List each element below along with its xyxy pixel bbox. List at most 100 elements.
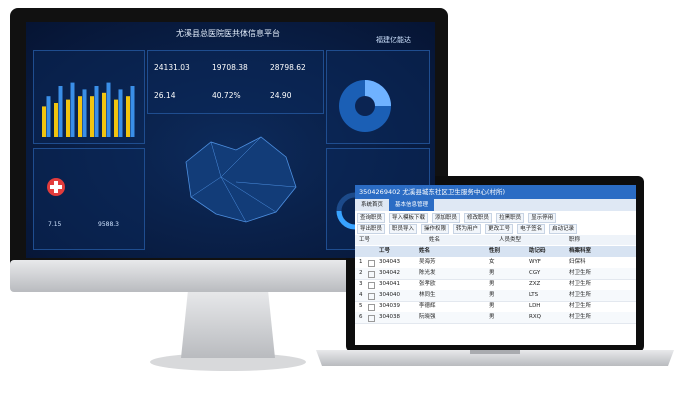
table-cell: 304041	[379, 281, 400, 287]
bar	[78, 96, 82, 137]
bar	[66, 99, 70, 137]
bar	[130, 86, 135, 137]
toolbar-button[interactable]: 电子签名	[517, 224, 546, 234]
checkbox[interactable]	[368, 304, 375, 311]
table-cell: 陈光发	[419, 270, 436, 276]
bar	[106, 82, 111, 137]
table-cell: 304038	[379, 314, 400, 320]
toolbar-button[interactable]: 拉黑职员	[496, 213, 525, 223]
toolbar-button[interactable]: 显示停用	[528, 213, 557, 223]
toolbar-button[interactable]: 操作权限	[421, 224, 450, 234]
column-header: 档案科室	[569, 248, 592, 254]
checkbox[interactable]	[368, 260, 375, 267]
bar-chart	[42, 82, 135, 137]
toolbar-button[interactable]: 修改职员	[464, 213, 493, 223]
app-window: 3504269402 尤溪县城东社区卫生服务中心(村所) 系统首页 基本信息管理 …	[355, 185, 636, 345]
filter-label: 姓名	[429, 237, 441, 243]
toolbar-button[interactable]: 导出职员	[357, 224, 386, 234]
table-cell: 304042	[379, 270, 400, 276]
table-cell: CGY	[529, 270, 541, 276]
table-cell: 妇保科	[569, 259, 586, 265]
table-cell: RXQ	[529, 314, 541, 320]
donut-panel	[326, 50, 430, 144]
table-cell: 阮晓强	[419, 314, 436, 320]
stat-value: 24131.03	[154, 63, 190, 72]
stat-value: 24.90	[270, 91, 292, 100]
filter-label: 工号	[359, 237, 371, 243]
bar	[54, 103, 58, 137]
column-header: 工号	[379, 248, 391, 254]
table-cell: 村卫生所	[569, 314, 592, 320]
column-header: 助记码	[529, 248, 546, 254]
tab[interactable]: 系统首页	[361, 202, 384, 208]
filter-label: 人员类型	[499, 237, 522, 243]
bar	[118, 89, 123, 137]
toolbar-button[interactable]: 查询职员	[357, 213, 386, 223]
medical-icon	[47, 178, 65, 196]
table-cell: 男	[489, 270, 495, 276]
title-bar: 3504269402 尤溪县城东社区卫生服务中心(村所)	[355, 185, 636, 199]
table-cell: 村卫生所	[569, 281, 592, 287]
column-header: 姓名	[419, 248, 431, 254]
table-cell: LDH	[529, 303, 541, 309]
toolbar-button[interactable]: 添加职员	[432, 213, 461, 223]
table-cell: 女	[489, 259, 495, 265]
small-value: 9588.3	[98, 221, 119, 228]
table-row: 6 304038 阮晓强 男 RXQ 村卫生所	[355, 312, 636, 324]
table-cell: 李德辉	[419, 303, 436, 309]
bar	[46, 96, 51, 137]
toolbar-button[interactable]: 更改工号	[485, 224, 514, 234]
bar	[70, 82, 75, 137]
small-value: 7.15	[48, 221, 62, 228]
table-cell: 村卫生所	[569, 270, 592, 276]
row-number: 1	[359, 259, 363, 265]
toolbar-button[interactable]: 导入模板下载	[389, 213, 429, 223]
table-cell: 村卫生所	[569, 292, 592, 298]
table-cell: 男	[489, 292, 495, 298]
row-number: 3	[359, 281, 363, 287]
bar	[90, 96, 94, 137]
row-number: 6	[359, 314, 363, 320]
donut	[339, 80, 391, 132]
bar	[58, 86, 63, 137]
row-number: 5	[359, 303, 363, 309]
table-cell: 男	[489, 314, 495, 320]
table-cell: 男	[489, 281, 495, 287]
bar	[94, 86, 99, 137]
table-row: 4 304040 林同生 男 LTS 村卫生所	[355, 290, 636, 302]
stats-panel: 24131.03 19708.38 28798.62 26.14 40.72% 24.90	[147, 50, 324, 114]
toolbar-button[interactable]: 职员导入	[389, 224, 418, 234]
table-cell: LTS	[529, 292, 539, 298]
bar	[114, 99, 118, 137]
logo: 福建亿能达	[376, 36, 411, 44]
table-cell: 林同生	[419, 292, 436, 298]
bar	[42, 106, 46, 137]
table-cell: ZXZ	[529, 281, 541, 287]
map	[185, 136, 297, 223]
checkbox[interactable]	[368, 293, 375, 300]
checkbox[interactable]	[368, 315, 375, 322]
table-cell: 304039	[379, 303, 400, 309]
toolbar-button[interactable]: 转为用户	[453, 224, 482, 234]
stat-value: 19708.38	[212, 63, 248, 72]
column-header: 性别	[489, 248, 501, 254]
table-cell: 村卫生所	[569, 303, 592, 309]
table-cell: 张孝欧	[419, 281, 436, 287]
table-cell: WYF	[529, 259, 541, 265]
stat-value: 40.72%	[212, 91, 241, 100]
table-row: 2 304042 陈光发 男 CGY 村卫生所	[355, 268, 636, 280]
resource-panel: 7.15 9588.3	[33, 148, 145, 250]
table-cell: 男	[489, 303, 495, 309]
filter-label: 职称	[569, 237, 581, 243]
table-cell: 304043	[379, 259, 400, 265]
row-number: 4	[359, 292, 363, 298]
checkbox[interactable]	[368, 282, 375, 289]
tab[interactable]: 基本信息管理	[389, 199, 435, 211]
bar	[102, 92, 106, 137]
checkbox[interactable]	[368, 271, 375, 278]
toolbar-button[interactable]: 启动记录	[549, 224, 578, 234]
table-cell: 吴海芳	[419, 259, 436, 265]
stat-value: 26.14	[154, 91, 176, 100]
stat-value: 28798.62	[270, 63, 306, 72]
